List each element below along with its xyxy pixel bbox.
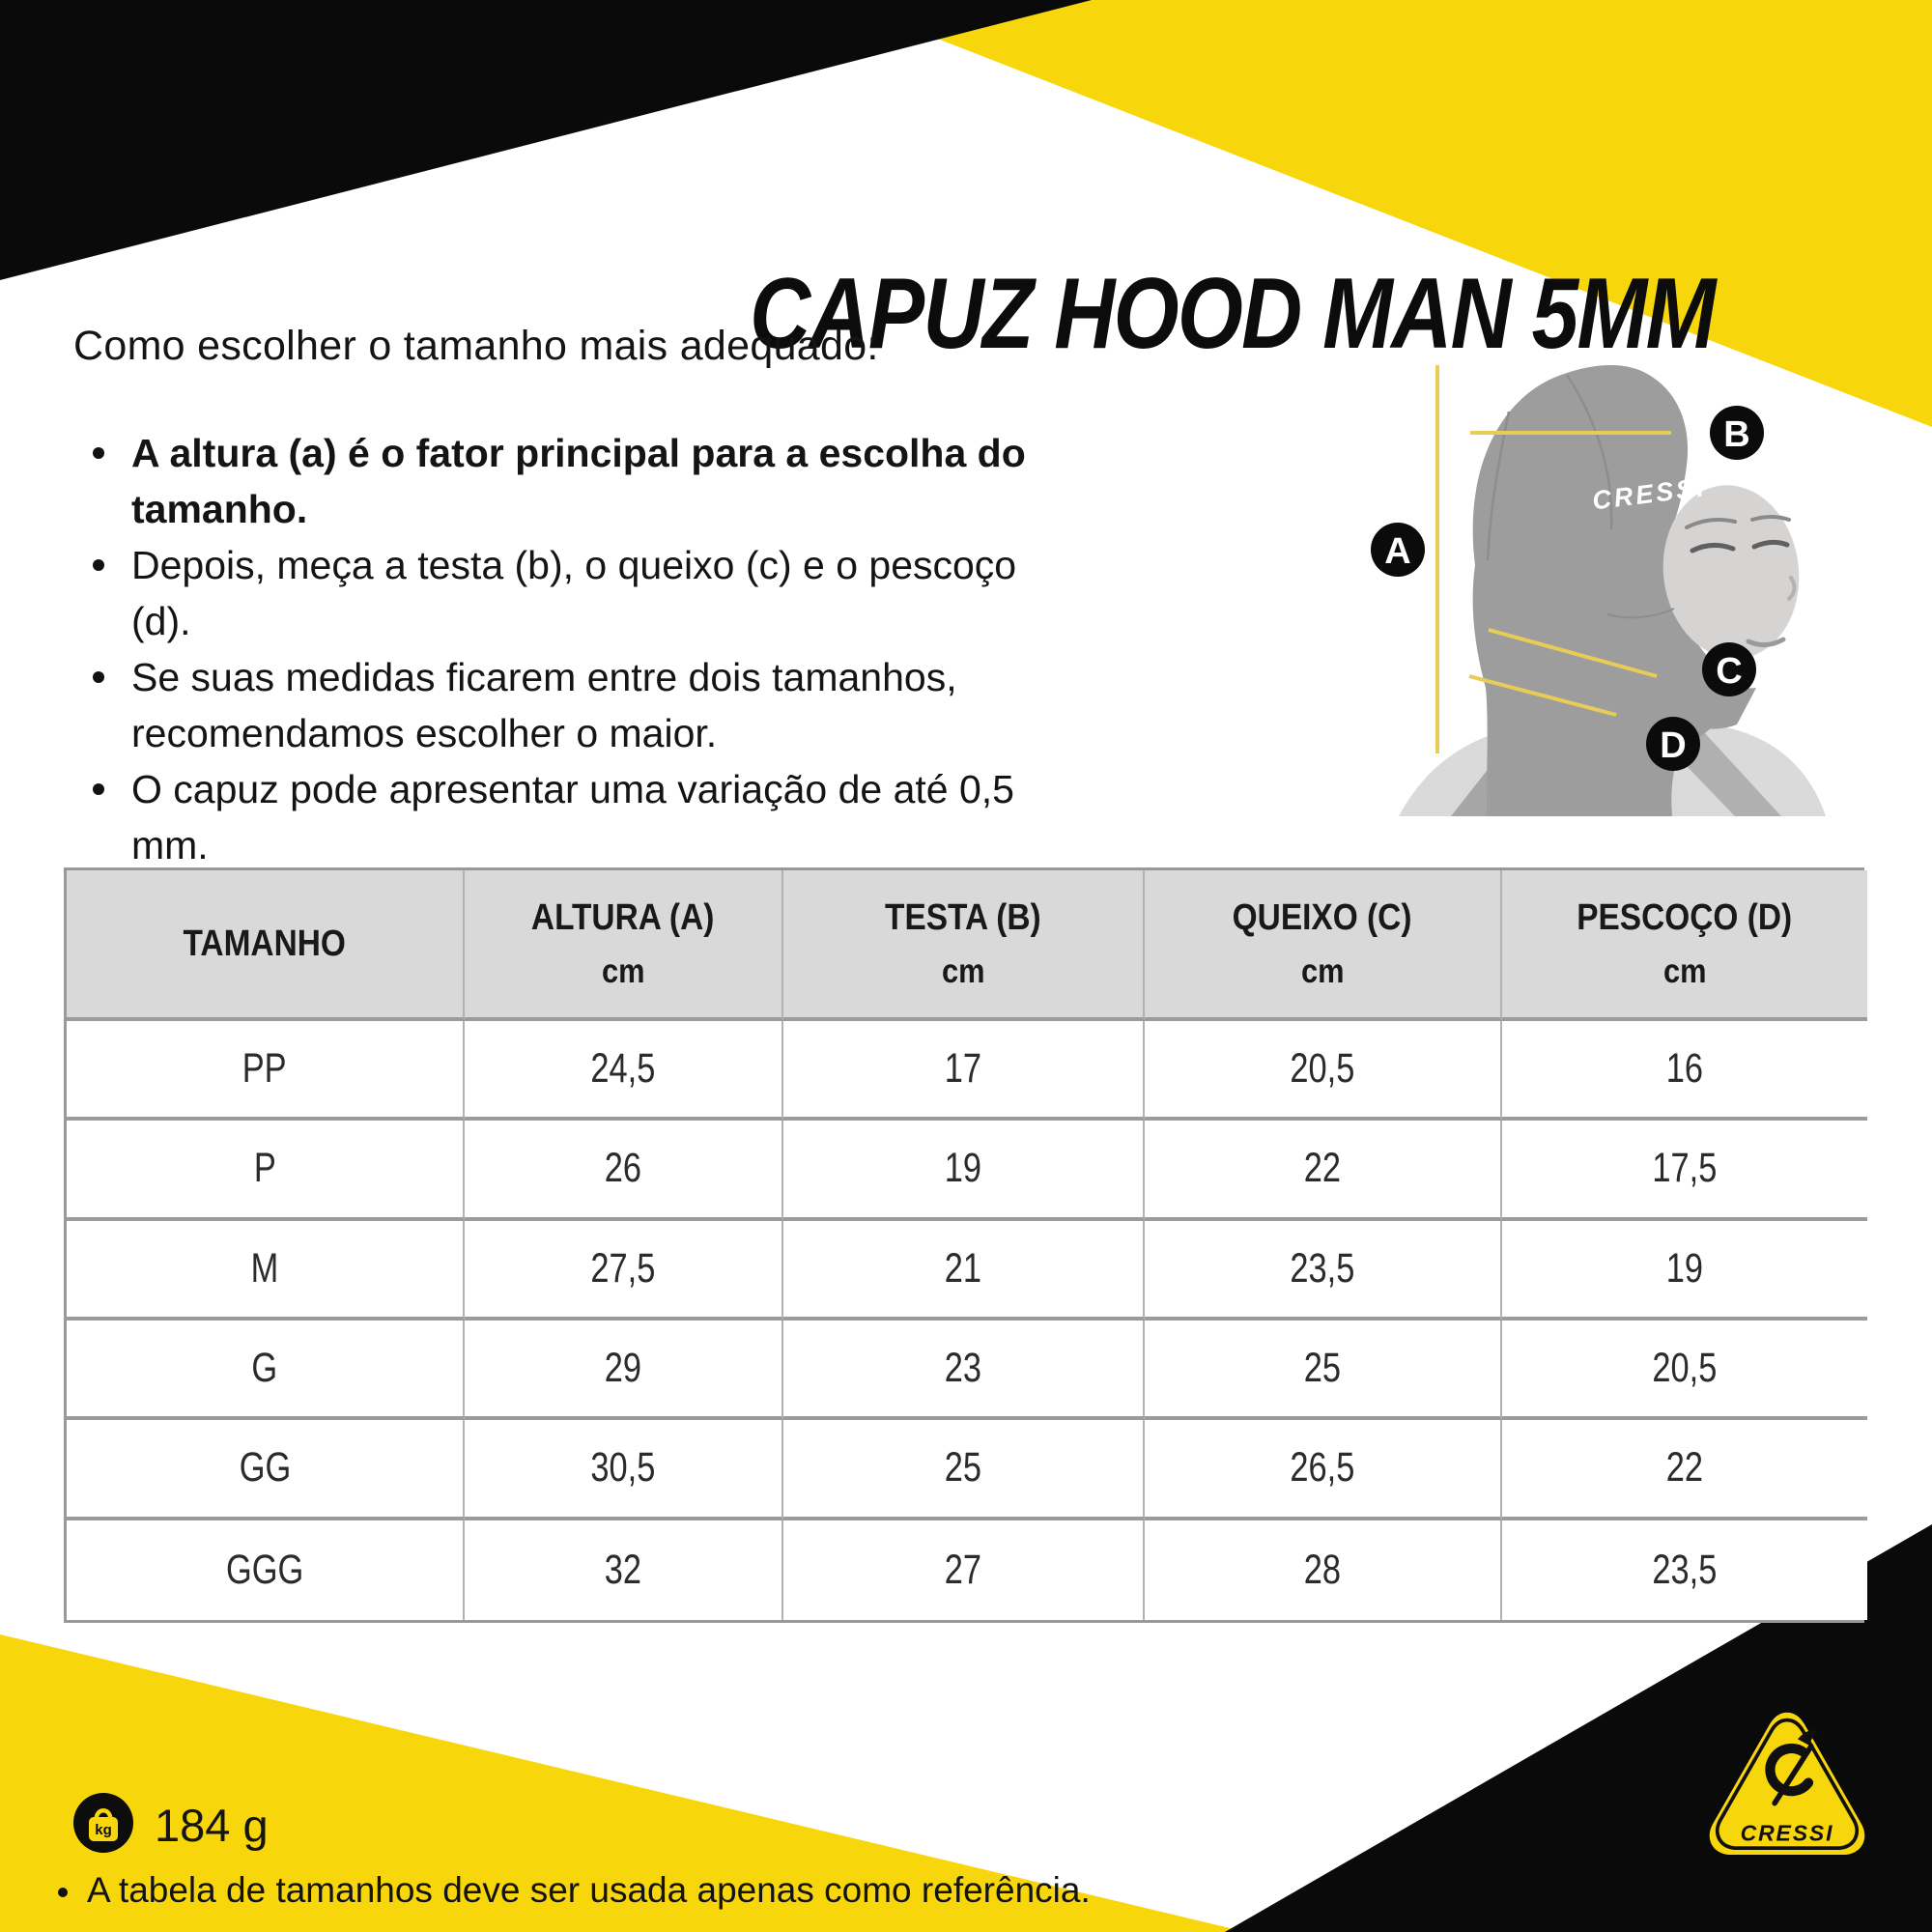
table-cell: 22 [1145,1121,1502,1221]
instruction-list: A altura (a) é o fator principal para a … [87,425,1043,873]
table-cell: 22 [1502,1420,1867,1520]
hood-figure-illustration: CRESSI A B C D [1371,364,1826,816]
table-cell: 19 [783,1121,1145,1221]
table-cell: 17 [783,1021,1145,1122]
column-header-pescoco: PESCOÇO (D) cm [1502,870,1867,1021]
label-c-text: C [1716,651,1742,692]
table-cell: 24,5 [465,1021,783,1122]
reference-note: A tabela de tamanhos deve ser usada apen… [58,1870,1091,1911]
label-a-circle [1371,523,1425,577]
label-b-text: B [1723,414,1749,455]
table-cell: 23,5 [1502,1520,1867,1620]
cressi-logo-svg: CRESSI [1709,1712,1865,1855]
weight-icon: kg [71,1791,135,1860]
label-d-circle [1646,717,1700,771]
column-header-altura: ALTURA (A) cm [465,870,783,1021]
label-d-text: D [1660,725,1686,766]
table-cell: 30,5 [465,1420,783,1520]
table-cell: 23 [783,1321,1145,1421]
table-cell: 26 [465,1121,783,1221]
product-weight: 184 g [155,1800,269,1851]
table-cell: 25 [1145,1321,1502,1421]
column-header-testa: TESTA (B) cm [783,870,1145,1021]
table-cell: 28 [1145,1520,1502,1620]
table-cell: 17,5 [1502,1121,1867,1221]
instruction-item: O capuz pode apresentar uma variação de … [87,761,1043,873]
chin-c-line [1488,628,1658,678]
weight-icon-svg: kg [73,1793,133,1853]
column-header-tamanho: TAMANHO [67,870,465,1021]
table-cell: 20,5 [1502,1321,1867,1421]
table-cell-size: GGG [67,1520,465,1620]
column-header-queixo: QUEIXO (C) cm [1145,870,1502,1021]
table-cell: 29 [465,1321,783,1421]
weight-icon-kg-text: kg [95,1822,112,1838]
table-cell-size: P [67,1121,465,1221]
table-cell-size: G [67,1321,465,1421]
neck-d-line [1468,674,1617,717]
size-table: TAMANHO ALTURA (A) cm TESTA (B) cm QUEIX… [64,867,1867,1623]
label-a-text: A [1384,531,1410,572]
instruction-item: A altura (a) é o fator principal para a … [87,425,1043,537]
table-cell-size: GG [67,1420,465,1520]
intro-text: Como escolher o tamanho mais adequado: [73,323,879,369]
table-cell: 21 [783,1220,1145,1321]
table-cell: 23,5 [1145,1220,1502,1321]
table-cell: 27,5 [465,1220,783,1321]
cressi-logo-wordmark: CRESSI [1741,1820,1834,1845]
table-cell-size: M [67,1220,465,1321]
table-cell: 25 [783,1420,1145,1520]
cressi-logo: CRESSI [1698,1702,1876,1879]
table-cell-size: PP [67,1021,465,1122]
instruction-item: Depois, meça a testa (b), o queixo (c) e… [87,537,1043,649]
measurement-lines [1435,365,1671,753]
label-c-circle [1702,642,1756,696]
table-cell: 20,5 [1145,1021,1502,1122]
instruction-item: Se suas medidas ficarem entre dois taman… [87,649,1043,761]
table-cell: 19 [1502,1220,1867,1321]
table-cell: 27 [783,1520,1145,1620]
hood-measurement-diagram: CRESSI A B C D [1111,270,1884,816]
page-title-text: CAPUZ HOOD MAN 5MM [749,257,1716,370]
face-shape [1662,485,1800,659]
table-cell: 16 [1502,1021,1867,1122]
table-cell: 32 [465,1520,783,1620]
table-cell: 26,5 [1145,1420,1502,1520]
face-features [1685,515,1797,647]
